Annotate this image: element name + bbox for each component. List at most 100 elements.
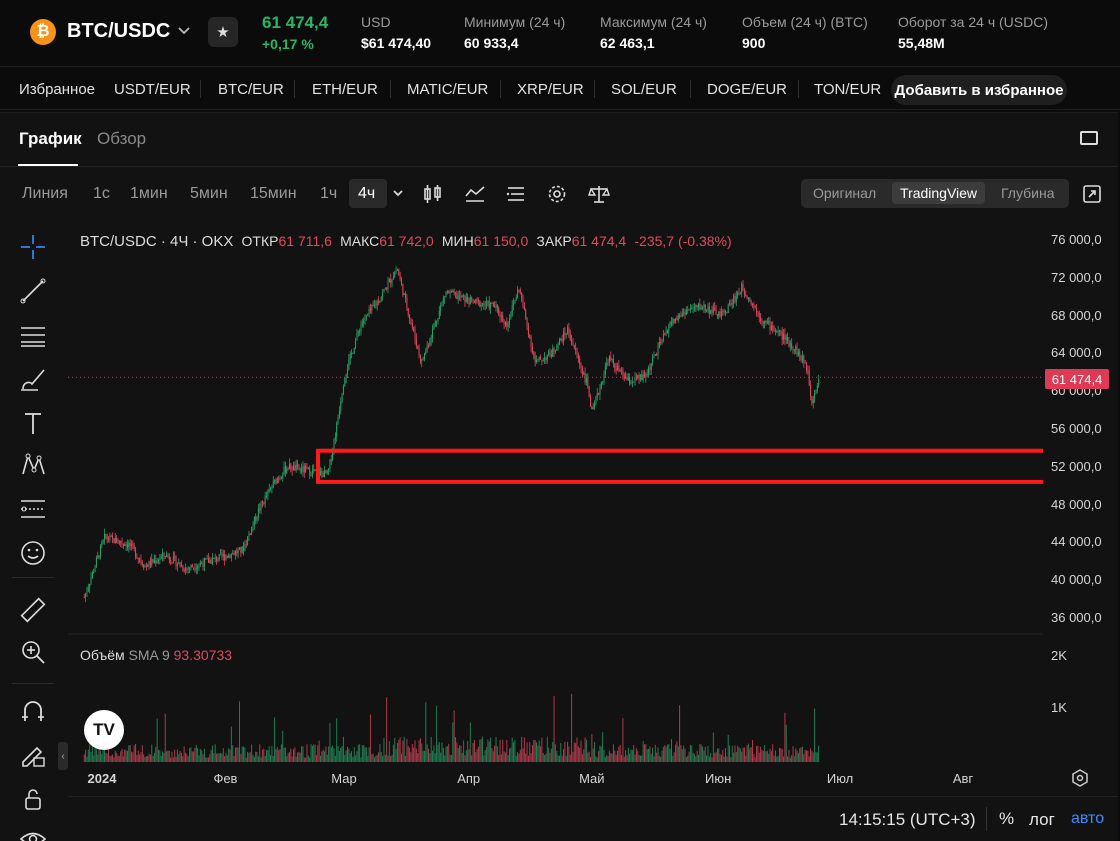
candle: [723, 310, 725, 312]
volume-bar: [526, 742, 528, 762]
candle: [746, 295, 748, 299]
candle: [155, 560, 157, 563]
timeframe-1s[interactable]: 1с: [93, 185, 110, 202]
volume-bar: [752, 739, 753, 762]
timeframe-1h[interactable]: 1ч: [320, 185, 338, 202]
volume-bar: [207, 757, 209, 762]
lock-icon[interactable]: [14, 780, 52, 818]
candle: [753, 304, 755, 307]
candle: [245, 544, 247, 546]
tradingview-logo[interactable]: TV: [84, 710, 124, 750]
volume-bar: [307, 755, 309, 762]
view-original[interactable]: Оригинал: [813, 185, 877, 201]
pattern-icon[interactable]: [14, 446, 52, 484]
indicators-icon[interactable]: [464, 183, 486, 205]
favorite-pair[interactable]: BTC/EUR: [218, 81, 284, 98]
volume-bar: [554, 744, 556, 762]
candle: [731, 303, 733, 305]
pair-name[interactable]: BTC/USDC: [67, 20, 171, 42]
favorite-star-button[interactable]: ★: [208, 17, 238, 47]
candle: [580, 364, 582, 368]
candle: [515, 297, 517, 301]
view-depth[interactable]: Глубина: [1001, 185, 1055, 201]
auto-scale-button[interactable]: авто: [1071, 810, 1105, 827]
favorite-pair[interactable]: USDT/EUR: [114, 81, 191, 98]
eye-icon[interactable]: [14, 820, 52, 841]
favorite-pair[interactable]: TON/EUR: [814, 81, 882, 98]
gear-icon[interactable]: [546, 183, 568, 205]
settings-icon[interactable]: [1071, 769, 1089, 787]
expand-icon[interactable]: [1082, 184, 1104, 206]
percent-scale-button[interactable]: %: [999, 809, 1015, 828]
volume-bar: [795, 748, 797, 762]
pencil-lock-icon[interactable]: [14, 736, 52, 774]
volume-bar: [681, 749, 683, 762]
candle: [128, 542, 130, 548]
legend-high: 61 742,0: [379, 233, 434, 249]
time-tick: 2024: [87, 771, 117, 786]
candle: [465, 297, 467, 303]
volume-bar: [113, 757, 115, 762]
volume-bar: [487, 739, 489, 762]
favorite-pair[interactable]: MATIC/EUR: [407, 81, 489, 98]
brush-icon[interactable]: [14, 360, 52, 398]
tab-chart[interactable]: График: [19, 129, 82, 148]
candle: [236, 551, 238, 554]
chevron-down-icon[interactable]: [178, 22, 190, 38]
ruler-icon[interactable]: [14, 591, 52, 629]
window-icon[interactable]: [1080, 131, 1098, 145]
candle: [372, 305, 374, 307]
volume-bar: [291, 756, 293, 762]
candle: [527, 325, 529, 336]
volume-bar: [695, 756, 697, 762]
tab-overview[interactable]: Обзор: [97, 129, 147, 148]
candle: [797, 351, 799, 356]
chevron-down-icon[interactable]: [392, 186, 414, 208]
price-chart[interactable]: [68, 226, 1043, 766]
log-scale-button[interactable]: лог: [1029, 810, 1055, 829]
favorite-pair[interactable]: DOGE/EUR: [707, 81, 788, 98]
volume-bar: [187, 756, 189, 762]
view-tradingview[interactable]: TradingView: [892, 182, 986, 204]
volume-bar: [548, 747, 550, 762]
timeframe-5min[interactable]: 5мин: [190, 185, 228, 202]
zoom-in-icon[interactable]: [14, 633, 52, 671]
candle: [268, 489, 270, 491]
candle: [124, 543, 126, 546]
smiley-icon[interactable]: [14, 534, 52, 572]
horizontal-lines-icon[interactable]: [14, 316, 52, 354]
candle: [352, 352, 354, 354]
favorite-pair[interactable]: XRP/EUR: [517, 81, 584, 98]
volume-bar: [306, 744, 308, 762]
text-tool-icon[interactable]: [14, 404, 52, 442]
scales-icon[interactable]: [588, 183, 610, 205]
candle: [492, 303, 494, 307]
stat-high-24h: Максимум (24 ч) 62 463,1: [600, 14, 707, 51]
volume-bar: [317, 745, 319, 762]
trend-line-icon[interactable]: [14, 272, 52, 310]
volume-bar: [336, 718, 338, 762]
candle: [345, 374, 347, 379]
add-to-favorites-button[interactable]: Добавить в избранное: [891, 75, 1067, 105]
layout-list-icon[interactable]: [505, 183, 527, 205]
collapse-toolbar-handle[interactable]: ‹: [58, 742, 68, 770]
favorite-pair[interactable]: SOL/EUR: [611, 81, 677, 98]
favorite-pair[interactable]: ETH/EUR: [312, 81, 378, 98]
volume-bar: [295, 756, 297, 762]
volume-bar: [434, 753, 436, 762]
volume-bar: [205, 757, 207, 762]
candle: [781, 331, 783, 340]
volume-bar: [282, 730, 284, 762]
candles-icon[interactable]: [422, 183, 444, 205]
timeframe-4h[interactable]: 4ч: [358, 185, 376, 202]
volume-bar: [391, 754, 393, 762]
timeframe-line[interactable]: Линия: [22, 185, 68, 202]
crosshair-icon[interactable]: [14, 228, 52, 266]
volume-bar: [185, 752, 186, 762]
candle: [87, 587, 89, 592]
magnet-icon[interactable]: [14, 693, 52, 731]
forecast-icon[interactable]: [14, 490, 52, 528]
volume-bar: [413, 747, 415, 762]
timeframe-1min[interactable]: 1мин: [130, 185, 168, 202]
timeframe-15min[interactable]: 15мин: [250, 185, 297, 202]
